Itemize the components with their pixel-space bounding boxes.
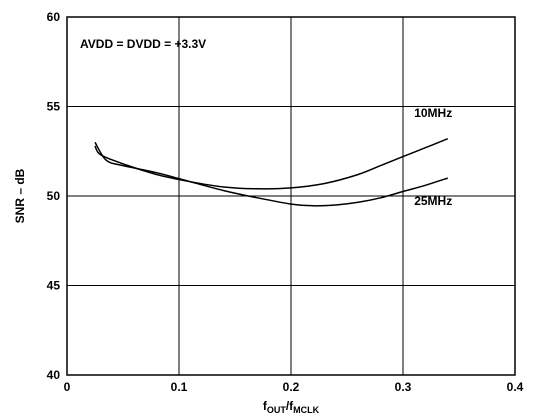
- x-axis-label-slash: /f: [286, 399, 294, 413]
- y-tick-label: 40: [47, 368, 61, 382]
- x-tick-label: 0.2: [283, 380, 300, 394]
- y-tick-label: 50: [47, 189, 61, 203]
- y-tick-labels: 40 45 50 55 60: [47, 10, 61, 382]
- y-tick-label: 60: [47, 10, 61, 24]
- series-line-10mhz: [94, 138, 449, 190]
- series-label-10mhz: 10MHz: [414, 106, 452, 120]
- series-label-25mhz: 25MHz: [414, 194, 452, 208]
- series-layer: [94, 138, 449, 207]
- x-tick-label: 0.4: [507, 380, 524, 394]
- x-axis-label-sub1: OUT: [267, 405, 287, 415]
- x-tick-label: 0.1: [171, 380, 188, 394]
- x-tick-labels: 0 0.1 0.2 0.3 0.4: [64, 380, 524, 394]
- supply-voltage-annotation: AVDD = DVDD = +3.3V: [80, 37, 206, 51]
- y-tick-label: 45: [47, 279, 61, 293]
- x-axis-label: fOUT/fMCLK: [263, 399, 320, 415]
- y-tick-label: 55: [47, 100, 61, 114]
- grid: [67, 17, 515, 375]
- x-axis-label-sub2: MCLK: [293, 405, 319, 415]
- series-labels: 10MHz 25MHz: [414, 106, 452, 208]
- x-tick-label: 0: [64, 380, 71, 394]
- plot-frame: [66, 16, 516, 376]
- x-axis-label-main: f: [263, 399, 268, 413]
- x-tick-label: 0.3: [395, 380, 412, 394]
- y-axis-label: SNR – dB: [13, 168, 27, 223]
- series-line-25mhz: [94, 141, 449, 207]
